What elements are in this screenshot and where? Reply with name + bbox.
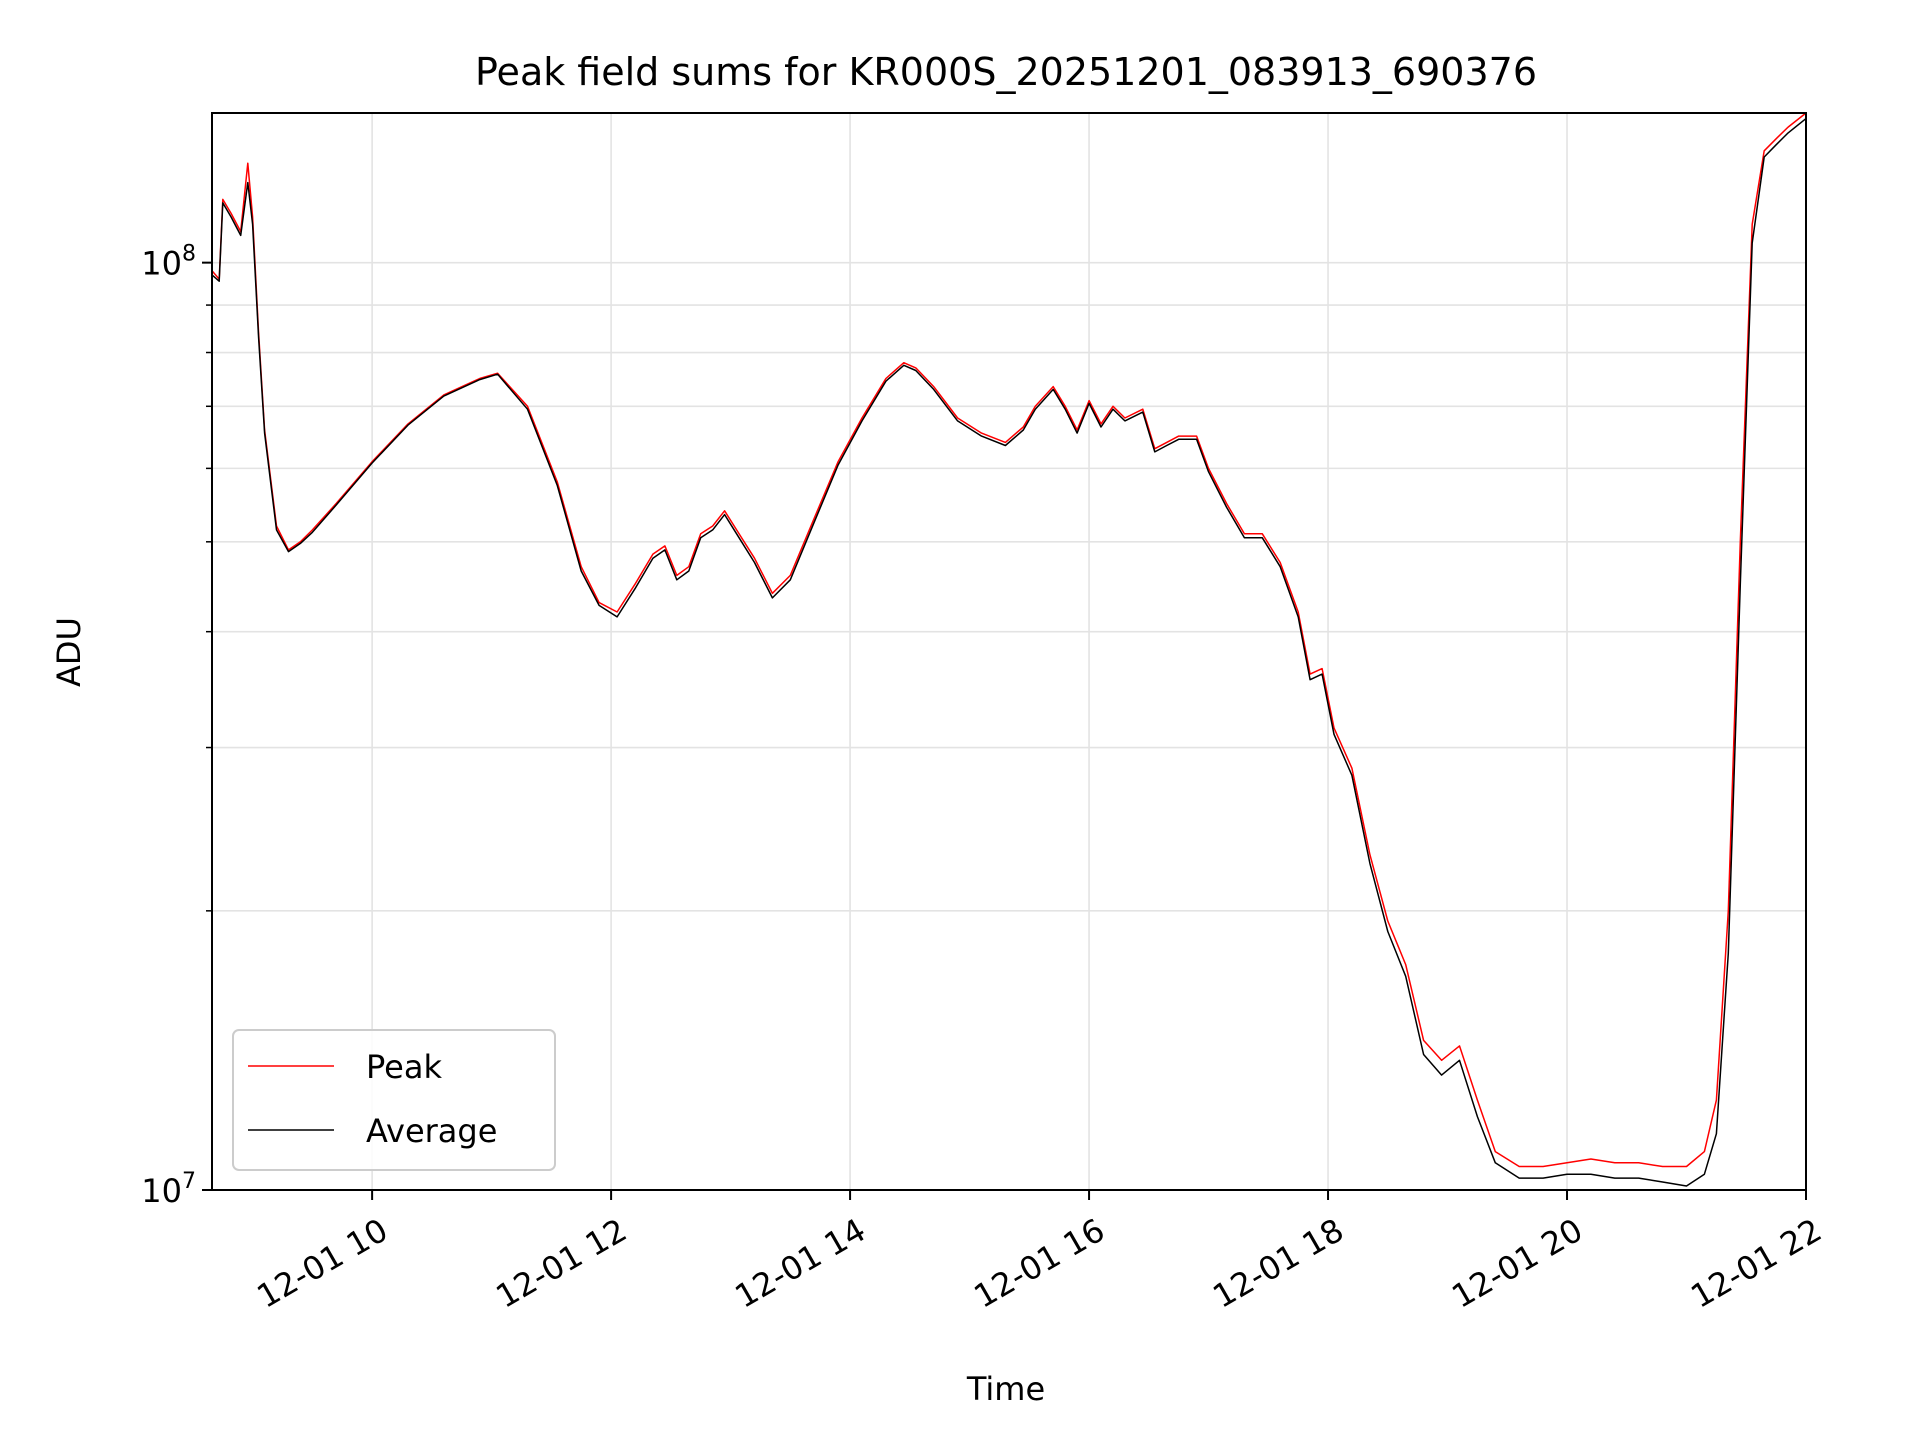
x-tick-label: 12-01 22	[1684, 1211, 1828, 1316]
series-lines	[211, 112, 1807, 1187]
gridlines	[212, 113, 1807, 1191]
y-tick-label: 108	[141, 242, 196, 283]
series-line-average	[211, 118, 1807, 1187]
x-tick-label: 12-01 18	[1206, 1211, 1350, 1316]
y-axis-label: ADU	[50, 617, 88, 687]
x-tick-label: 12-01 20	[1445, 1211, 1589, 1316]
x-axis-label: Time	[966, 1370, 1045, 1408]
x-tick-label: 12-01 12	[489, 1211, 633, 1316]
x-tick-label: 12-01 16	[967, 1211, 1111, 1316]
plot-frame	[211, 112, 1807, 1191]
series-line-peak	[211, 112, 1807, 1168]
legend: Peak Average	[232, 1029, 556, 1171]
y-tick-label: 107	[141, 1169, 196, 1210]
x-axis-ticks: 12-01 10 12-01 12 12-01 14 12-01 16 12-01 18…	[251, 1190, 1828, 1316]
chart-title: Peak field sums for KR000S_20251201_0839…	[475, 50, 1537, 94]
legend-box	[232, 1029, 556, 1171]
y-axis-ticks: 107 108	[141, 242, 212, 1210]
legend-label-peak: Peak	[366, 1048, 442, 1086]
x-tick-label: 12-01 10	[251, 1211, 395, 1316]
x-tick-label: 12-01 14	[728, 1211, 872, 1316]
legend-label-average: Average	[366, 1112, 497, 1150]
